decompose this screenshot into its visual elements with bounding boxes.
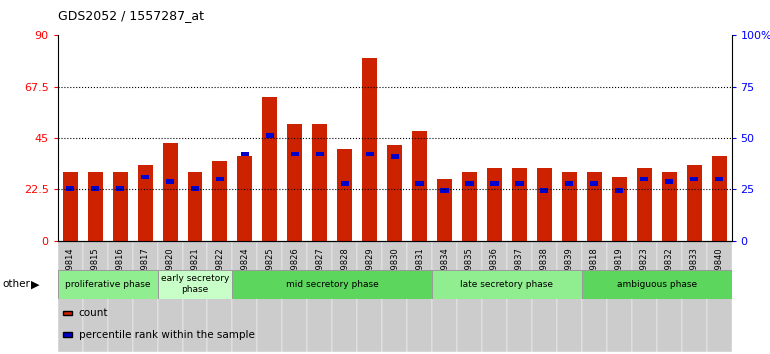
Bar xyxy=(690,177,698,181)
Bar xyxy=(615,188,624,193)
Bar xyxy=(437,179,452,241)
Bar xyxy=(112,172,128,241)
Bar xyxy=(257,241,283,352)
Bar xyxy=(337,149,352,241)
Bar xyxy=(587,172,601,241)
Bar xyxy=(66,186,75,190)
Bar xyxy=(237,156,253,241)
Bar xyxy=(490,181,498,186)
Bar xyxy=(188,172,203,241)
Bar xyxy=(132,241,158,352)
Bar xyxy=(166,179,174,184)
Text: count: count xyxy=(79,308,108,318)
Bar xyxy=(457,241,482,352)
FancyBboxPatch shape xyxy=(158,270,233,298)
Bar xyxy=(366,152,373,156)
Bar xyxy=(565,181,574,186)
Bar xyxy=(283,241,307,352)
Bar xyxy=(715,177,723,181)
Bar xyxy=(487,168,502,241)
Bar xyxy=(108,241,132,352)
Bar xyxy=(407,241,432,352)
Bar xyxy=(213,161,227,241)
Bar xyxy=(657,241,681,352)
Bar xyxy=(681,241,707,352)
Bar xyxy=(390,154,399,159)
Text: GDS2052 / 1557287_at: GDS2052 / 1557287_at xyxy=(58,9,204,22)
Bar xyxy=(562,172,577,241)
Bar xyxy=(340,181,349,186)
Bar xyxy=(482,241,507,352)
Bar xyxy=(512,168,527,241)
Bar xyxy=(58,241,82,352)
Bar xyxy=(711,156,727,241)
FancyBboxPatch shape xyxy=(233,270,432,298)
Bar xyxy=(266,133,274,138)
Bar xyxy=(233,241,257,352)
Bar xyxy=(665,179,673,184)
Bar xyxy=(116,186,124,190)
Bar xyxy=(216,177,224,181)
Bar xyxy=(416,181,424,186)
Bar xyxy=(432,241,457,352)
Text: mid secretory phase: mid secretory phase xyxy=(286,280,379,289)
Bar xyxy=(631,241,657,352)
Bar xyxy=(462,172,477,241)
Bar xyxy=(138,165,152,241)
Bar xyxy=(241,152,249,156)
FancyBboxPatch shape xyxy=(432,270,582,298)
Bar xyxy=(88,172,102,241)
Bar xyxy=(440,188,449,193)
Bar xyxy=(661,172,677,241)
Bar xyxy=(313,124,327,241)
Bar xyxy=(91,186,99,190)
Text: proliferative phase: proliferative phase xyxy=(65,280,150,289)
Bar xyxy=(191,186,199,190)
Bar xyxy=(607,241,631,352)
Text: ▶: ▶ xyxy=(31,279,39,289)
Text: other: other xyxy=(2,279,30,289)
Bar xyxy=(307,241,332,352)
Bar xyxy=(182,241,207,352)
Bar xyxy=(582,241,607,352)
Text: percentile rank within the sample: percentile rank within the sample xyxy=(79,330,254,339)
Bar xyxy=(357,241,382,352)
Bar xyxy=(362,58,377,241)
FancyBboxPatch shape xyxy=(58,270,158,298)
Bar xyxy=(507,241,532,352)
Bar xyxy=(537,168,552,241)
Bar xyxy=(263,97,277,241)
Bar xyxy=(141,175,149,179)
Bar xyxy=(590,181,598,186)
Bar xyxy=(611,177,627,241)
Text: late secretory phase: late secretory phase xyxy=(460,280,554,289)
Bar xyxy=(640,177,648,181)
Bar xyxy=(387,145,402,241)
Bar xyxy=(332,241,357,352)
Bar xyxy=(707,241,732,352)
Bar xyxy=(82,241,108,352)
Bar xyxy=(291,152,299,156)
Bar xyxy=(62,172,78,241)
Bar xyxy=(158,241,182,352)
Bar xyxy=(412,131,427,241)
Bar xyxy=(541,188,548,193)
Text: ambiguous phase: ambiguous phase xyxy=(617,280,697,289)
Bar xyxy=(382,241,407,352)
Bar xyxy=(687,165,701,241)
Bar xyxy=(637,168,651,241)
Bar xyxy=(465,181,474,186)
Bar xyxy=(162,143,178,241)
Bar xyxy=(316,152,324,156)
Bar xyxy=(207,241,233,352)
Bar xyxy=(287,124,303,241)
Bar xyxy=(557,241,582,352)
Bar xyxy=(515,181,524,186)
FancyBboxPatch shape xyxy=(582,270,732,298)
Bar xyxy=(532,241,557,352)
Text: early secretory
phase: early secretory phase xyxy=(161,274,229,294)
